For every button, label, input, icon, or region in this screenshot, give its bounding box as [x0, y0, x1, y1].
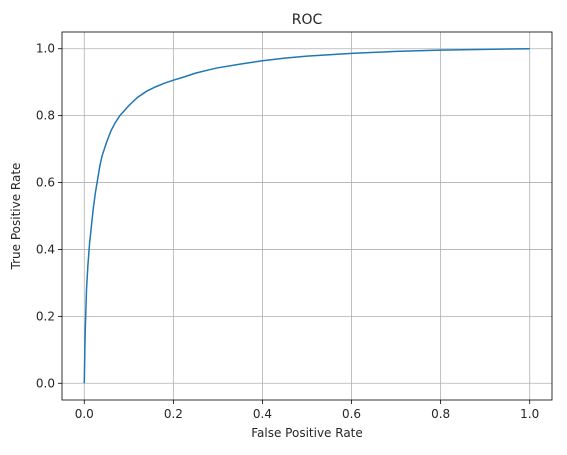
roc-curve-line: [83, 47, 530, 384]
y-tick-label: 0.0: [36, 376, 55, 390]
y-tick-label: 0.2: [36, 309, 55, 323]
y-tick-label: 0.8: [36, 109, 55, 123]
plot-frame: [61, 31, 553, 401]
chart-title: ROC: [292, 12, 323, 28]
x-axis-ticks: 0.0 0.2 0.4 0.6 0.8 1.0: [75, 400, 539, 421]
x-tick-label: 0.8: [431, 407, 450, 421]
x-tick-label: 0.4: [253, 407, 272, 421]
x-tick-label: 0.0: [75, 407, 94, 421]
x-tick-label: 1.0: [520, 407, 539, 421]
grid: [62, 32, 552, 400]
x-tick-label: 0.6: [342, 407, 361, 421]
y-tick-label: 0.6: [36, 176, 55, 190]
y-tick-label: 0.4: [36, 242, 55, 256]
x-axis-label: False Positive Rate: [251, 426, 363, 440]
y-axis-ticks: 0.0 0.2 0.4 0.6 0.8 1.0: [36, 42, 62, 390]
x-tick-label: 0.2: [164, 407, 183, 421]
y-tick-label: 1.0: [36, 42, 55, 56]
y-axis-label: True Positive Rate: [9, 163, 23, 271]
